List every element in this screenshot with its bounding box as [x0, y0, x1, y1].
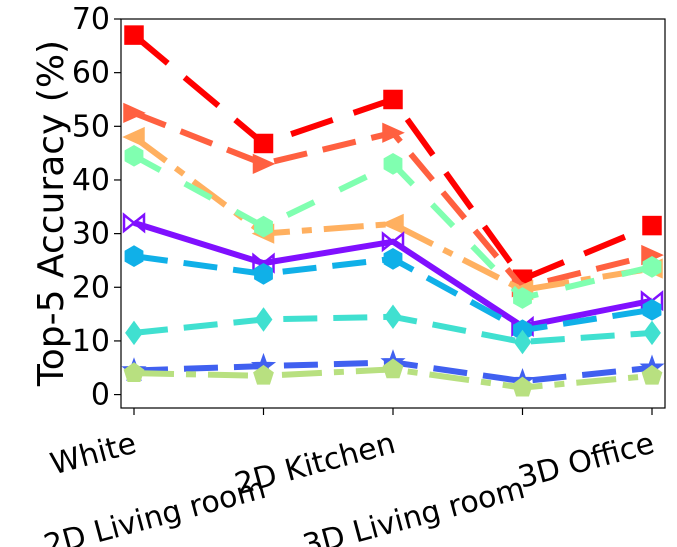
- series-6-point-4: [644, 322, 660, 344]
- series-8: [124, 359, 661, 395]
- series-3-point-0: [125, 146, 142, 166]
- series-0-point-0: [125, 26, 143, 44]
- series-3-point-3: [514, 288, 531, 308]
- series-8-point-0: [124, 363, 143, 381]
- series-1-point-1: [254, 155, 274, 173]
- y-tick-label-60: 60: [72, 56, 110, 91]
- y-axis-label: Top-5 Accuracy (%): [31, 40, 72, 387]
- y-tick-label-40: 40: [72, 163, 110, 198]
- y-tick-label-50: 50: [72, 109, 110, 144]
- series-3-point-4: [643, 257, 660, 277]
- series-2-point-0: [124, 128, 144, 146]
- series-5-point-0: [125, 246, 142, 266]
- series-0-point-1: [255, 134, 273, 152]
- x-tick-label-3: 3D Living room: [299, 471, 528, 547]
- x-tick-label-2: 2D Kitchen: [231, 426, 399, 502]
- y-tick-label-20: 20: [72, 270, 110, 305]
- series-layer: [124, 26, 663, 396]
- series-6-point-2: [385, 306, 401, 328]
- series-2-point-2: [383, 215, 403, 233]
- series-3-point-2: [384, 154, 401, 174]
- series-6-point-0: [126, 322, 142, 344]
- y-tick-label-10: 10: [72, 324, 110, 359]
- series-1-point-0: [124, 104, 144, 122]
- series-5-point-2: [384, 249, 401, 269]
- series-6-point-1: [256, 308, 272, 330]
- y-tick-label-30: 30: [72, 217, 110, 252]
- series-5-point-4: [643, 300, 660, 320]
- series-0-point-4: [643, 217, 661, 235]
- series-5-point-1: [255, 264, 272, 284]
- y-tick-label-0: 0: [91, 378, 110, 413]
- y-tick-label-70: 70: [72, 2, 110, 37]
- x-tick-label-0: White: [47, 426, 140, 482]
- x-tick-label-4: 3D Office: [514, 426, 658, 496]
- series-0-point-2: [384, 90, 402, 108]
- series-3-point-1: [255, 217, 272, 237]
